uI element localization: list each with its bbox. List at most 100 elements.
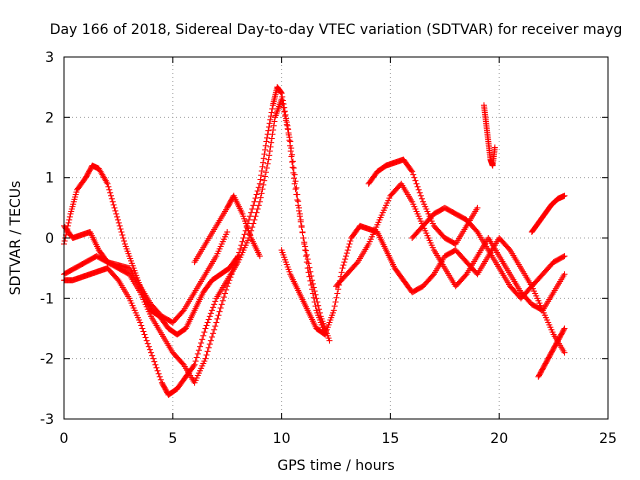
data-point (61, 238, 68, 245)
data-point (289, 164, 296, 171)
data-point (287, 138, 294, 145)
data-point (331, 303, 338, 310)
data-point (283, 121, 290, 128)
data-point (267, 113, 274, 120)
data-point (343, 250, 350, 257)
data-point (250, 220, 257, 227)
data-point (353, 260, 360, 267)
data-point (205, 344, 212, 351)
data-point (146, 346, 153, 353)
data-point (144, 340, 151, 347)
data-point (215, 312, 222, 319)
data-point (266, 120, 273, 127)
data-point (296, 204, 303, 211)
data-point (338, 269, 345, 276)
data-point (255, 184, 262, 191)
data-point (117, 225, 124, 232)
data-point (265, 123, 272, 130)
data-point (260, 159, 267, 166)
data-point (258, 168, 265, 175)
series-arc12 (528, 192, 568, 235)
data-point (250, 202, 257, 209)
data-point (223, 286, 230, 293)
data-point (108, 192, 115, 199)
y-axis-label: SDTVAR / TECUs (8, 181, 24, 296)
data-point (206, 341, 213, 348)
data-point (203, 322, 210, 329)
series-arc6 (278, 222, 568, 356)
data-point (303, 259, 310, 266)
data-point (150, 355, 157, 362)
data-point (269, 131, 276, 138)
data-point (253, 209, 260, 216)
data-point (267, 116, 274, 123)
data-point (207, 337, 214, 344)
data-point (255, 202, 262, 209)
data-point (208, 333, 215, 340)
data-point (214, 315, 221, 322)
data-points (61, 84, 568, 398)
data-point (157, 376, 164, 383)
series-arc3 (61, 96, 329, 398)
data-point (282, 117, 289, 124)
data-point (309, 286, 316, 293)
data-point (252, 195, 259, 202)
data-point (302, 247, 309, 254)
y-tick-label: 2 (45, 110, 54, 126)
data-point (298, 222, 305, 229)
series-arc9 (409, 204, 568, 302)
data-point (491, 144, 498, 151)
data-point (333, 294, 340, 301)
data-point (289, 158, 296, 165)
data-point (141, 331, 148, 338)
data-point (153, 364, 160, 371)
data-point (310, 294, 317, 301)
data-point (342, 256, 349, 263)
data-point (120, 235, 127, 241)
data-point (241, 231, 248, 238)
data-point (344, 247, 351, 254)
x-tick-label: 10 (273, 431, 291, 447)
data-point (260, 181, 267, 188)
data-point (65, 219, 72, 226)
data-point (261, 151, 268, 158)
data-point (561, 271, 568, 278)
data-point (239, 238, 246, 245)
data-point (292, 178, 299, 185)
data-point (110, 201, 117, 208)
data-point (326, 337, 333, 344)
data-point (305, 269, 312, 276)
data-point (114, 216, 121, 223)
data-point (268, 139, 275, 146)
data-point (330, 307, 337, 314)
data-point (143, 337, 150, 344)
data-point (119, 231, 126, 238)
data-point (268, 109, 275, 116)
data-point (473, 227, 480, 234)
data-point (251, 198, 258, 205)
x-tick-label: 15 (381, 431, 399, 447)
data-point (267, 143, 274, 150)
data-point (306, 273, 313, 280)
data-point (211, 301, 218, 308)
data-point (220, 294, 227, 301)
data-point (291, 171, 298, 178)
data-point (341, 259, 348, 266)
data-point (211, 326, 218, 333)
series-arc2 (61, 84, 333, 386)
data-point (253, 191, 260, 198)
data-point (294, 196, 301, 203)
data-point (105, 183, 112, 190)
data-point (210, 304, 217, 311)
data-point (266, 152, 273, 159)
data-point (149, 352, 156, 359)
data-point (289, 151, 296, 158)
data-point (288, 145, 295, 152)
data-point (262, 146, 269, 153)
data-point (408, 167, 415, 174)
data-point (263, 165, 270, 172)
data-point (265, 156, 272, 163)
data-point (293, 184, 300, 191)
data-point (104, 180, 111, 187)
series-arc8 (365, 156, 481, 248)
